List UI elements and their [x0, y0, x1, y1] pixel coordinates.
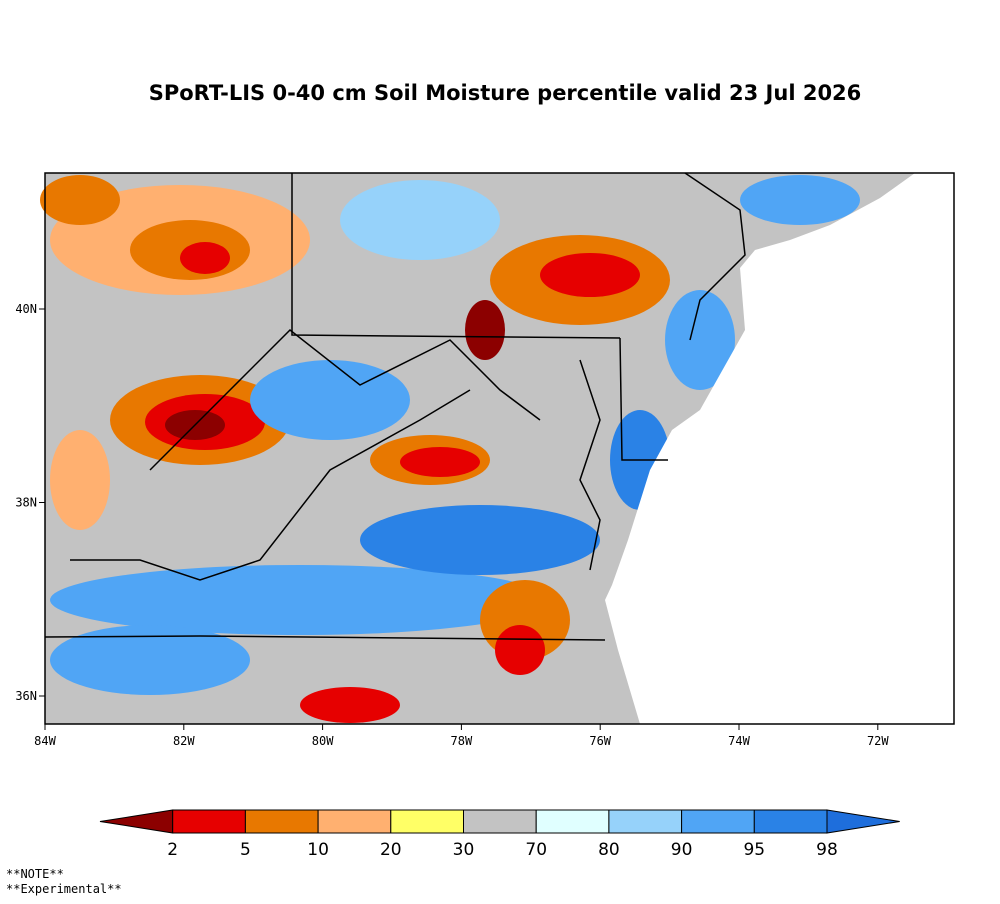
y-tick-label: 36N [15, 689, 37, 703]
colorbar-label: 5 [240, 840, 251, 860]
map: 84W 82W 80W 78W 76W 74W 72W 40N 38N 36N [15, 172, 955, 748]
x-tick-label: 82W [173, 734, 195, 748]
colorbar-arrow [826, 809, 900, 834]
colorbar-box [753, 809, 828, 834]
map-title: SPoRT-LIS 0-40 cm Soil Moisture percenti… [149, 81, 862, 105]
colorbar-arrow [99, 809, 174, 834]
map-frame [44, 172, 955, 725]
colorbar-box [172, 809, 246, 834]
colorbar-box [463, 809, 537, 834]
y-tick-label: 40N [15, 302, 37, 316]
y-tick-label: 38N [15, 496, 37, 510]
colorbar: 2 5 10 20 30 70 80 90 95 98 [99, 809, 900, 860]
colorbar-label: 30 [453, 840, 475, 860]
note: **Experimental** [6, 882, 122, 896]
colorbar-box [681, 809, 755, 834]
colorbar-label: 80 [598, 840, 620, 860]
colorbar-label: 95 [743, 840, 765, 860]
x-tick-label: 84W [34, 734, 56, 748]
colorbar-box [390, 809, 464, 834]
note: **NOTE** [6, 867, 64, 881]
x-tick-label: 72W [867, 734, 889, 748]
colorbar-label: 20 [380, 840, 402, 860]
colorbar-label: 90 [671, 840, 693, 860]
borders [44, 172, 746, 641]
colorbar-box [535, 809, 610, 834]
x-tick-label: 74W [728, 734, 750, 748]
x-tick-label: 76W [589, 734, 611, 748]
x-tick-label: 78W [451, 734, 473, 748]
colorbar-label: 98 [816, 840, 838, 860]
colorbar-box [608, 809, 683, 834]
colorbar-label: 10 [307, 840, 329, 860]
colorbar-box [244, 809, 319, 834]
ocean [605, 173, 954, 724]
colorbar-label: 70 [525, 840, 547, 860]
x-tick-label: 80W [312, 734, 334, 748]
colorbar-box [317, 809, 392, 834]
colorbar-label: 2 [167, 840, 178, 860]
